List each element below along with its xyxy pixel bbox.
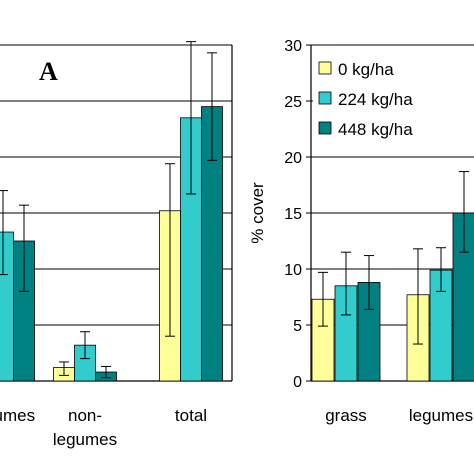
x-category-label: legumes bbox=[409, 406, 473, 425]
legend-label: 224 kg/ha bbox=[338, 90, 413, 109]
y-tick-label: 10 bbox=[284, 262, 302, 279]
x-category-label: legumes bbox=[0, 406, 35, 425]
y-tick-label: 15 bbox=[284, 206, 302, 223]
panel-label: A bbox=[39, 57, 58, 86]
x-category-label: legumes bbox=[53, 430, 117, 449]
y-tick-label: 30 bbox=[284, 38, 302, 55]
legend-label: 448 kg/ha bbox=[338, 120, 413, 139]
x-category-label: grass bbox=[325, 406, 367, 425]
y-tick-label: 5 bbox=[293, 318, 302, 335]
y-tick-label: 0 bbox=[293, 374, 302, 391]
legend-label: 0 kg/ha bbox=[338, 60, 394, 79]
legend-swatch bbox=[318, 61, 332, 75]
legend-swatch bbox=[318, 121, 332, 135]
legend-background bbox=[313, 52, 474, 152]
bar bbox=[0, 231, 14, 382]
legend-swatch bbox=[318, 91, 332, 105]
x-category-label: total bbox=[175, 406, 207, 425]
x-category-label: non- bbox=[68, 406, 102, 425]
chart-legend: 0 kg/ha 224 kg/ha 448 kg/ha bbox=[313, 52, 474, 152]
y-tick-label: 20 bbox=[284, 150, 302, 167]
y-tick-label: 25 bbox=[284, 94, 302, 111]
panel-a: legumes non-legumes total A bbox=[0, 41, 233, 449]
y-axis-label: % cover bbox=[248, 182, 267, 244]
panel-b: 0 5 10 15 20 25 30 % cover grass legumes bbox=[248, 38, 474, 425]
